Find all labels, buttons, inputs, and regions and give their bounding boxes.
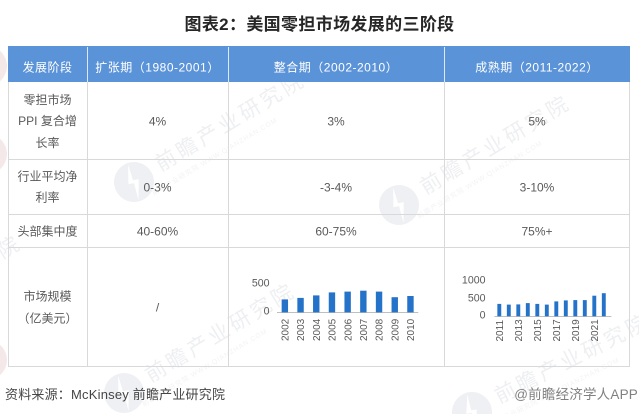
svg-text:2021: 2021 — [590, 319, 601, 342]
svg-text:2007: 2007 — [359, 318, 370, 341]
svg-text:2015: 2015 — [533, 319, 544, 342]
svg-text:2008: 2008 — [375, 318, 386, 341]
svg-text:500: 500 — [468, 292, 486, 304]
svg-text:2017: 2017 — [552, 319, 563, 342]
svg-text:0: 0 — [264, 306, 270, 318]
svg-text:2019: 2019 — [571, 319, 582, 342]
svg-text:2002: 2002 — [280, 318, 291, 341]
svg-text:0: 0 — [480, 309, 486, 321]
svg-text:2003: 2003 — [296, 318, 307, 341]
svg-text:2009: 2009 — [390, 318, 401, 341]
svg-text:2013: 2013 — [514, 319, 525, 342]
svg-text:500: 500 — [252, 278, 270, 290]
svg-text:1000: 1000 — [462, 275, 486, 287]
svg-text:2011: 2011 — [495, 320, 506, 342]
svg-text:2005: 2005 — [328, 318, 339, 341]
svg-text:2004: 2004 — [312, 318, 323, 341]
svg-text:2010: 2010 — [406, 318, 417, 341]
svg-text:2006: 2006 — [343, 318, 354, 341]
